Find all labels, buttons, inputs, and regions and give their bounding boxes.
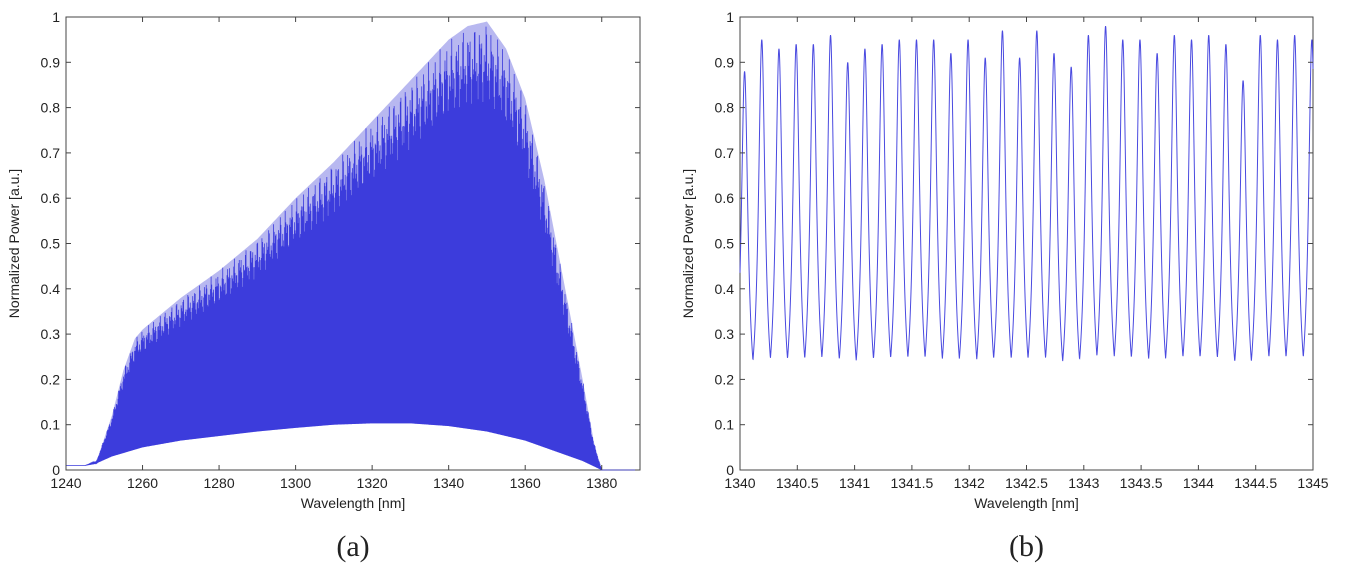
y-tick-label: 0.2 bbox=[715, 371, 735, 387]
y-tick-label: 0 bbox=[726, 462, 734, 478]
x-tick-label: 1280 bbox=[203, 475, 234, 491]
y-tick-label: 0.4 bbox=[715, 281, 735, 297]
x-tick-label: 1360 bbox=[510, 475, 541, 491]
y-tick-label: 0.5 bbox=[715, 236, 735, 252]
x-tick-label: 1300 bbox=[280, 475, 311, 491]
y-tick-label: 0.8 bbox=[41, 100, 61, 116]
y-tick-label: 0.1 bbox=[715, 417, 735, 433]
x-axis-label-b: Wavelength [nm] bbox=[974, 495, 1079, 511]
x-tick-label: 1345 bbox=[1297, 475, 1328, 491]
x-tick-label: 1342.5 bbox=[1005, 475, 1048, 491]
plot-frame-b bbox=[739, 16, 1314, 471]
y-tick-label: 0.5 bbox=[41, 236, 61, 252]
spectrum-trace-a bbox=[66, 26, 640, 471]
panel-label-a: (a) bbox=[336, 530, 369, 563]
y-tick-label: 0.2 bbox=[41, 371, 61, 387]
y-tick-label: 1 bbox=[726, 9, 734, 25]
x-tick-label: 1380 bbox=[586, 475, 617, 491]
x-tick-label: 1260 bbox=[127, 475, 158, 491]
y-tick-label: 0.6 bbox=[41, 190, 61, 206]
y-tick-label: 0.3 bbox=[715, 326, 735, 342]
y-tick-label: 0.1 bbox=[41, 417, 61, 433]
chart-panel-b: 1340 1340.5 1341 1341.5 1342 1342.5 1343 1343.5… bbox=[680, 9, 1329, 563]
x-tick-label: 1343.5 bbox=[1120, 475, 1163, 491]
x-tick-label: 1341.5 bbox=[890, 475, 933, 491]
x-tick-label: 1240 bbox=[50, 475, 81, 491]
y-tick-label: 0.3 bbox=[41, 326, 61, 342]
y-tick-label: 0.9 bbox=[41, 54, 61, 70]
y-tick-label: 0.7 bbox=[41, 145, 61, 161]
x-tick-label: 1340 bbox=[724, 475, 755, 491]
y-tick-label: 0 bbox=[52, 462, 60, 478]
x-tick-label: 1343 bbox=[1068, 475, 1099, 491]
y-tick-label: 0.9 bbox=[715, 54, 735, 70]
axis-ticks-b: 1340 1340.5 1341 1341.5 1342 1342.5 1343 1343.5… bbox=[715, 9, 1329, 491]
x-axis-label-a: Wavelength [nm] bbox=[301, 495, 406, 511]
axis-ticks-a: 1240 1260 1280 1300 1320 1340 1360 1380 0 0.1 0.2 0… bbox=[41, 9, 640, 491]
spectrum-trace-b bbox=[739, 25, 1314, 362]
x-tick-label: 1341 bbox=[839, 475, 870, 491]
y-tick-label: 0.6 bbox=[715, 190, 735, 206]
x-tick-label: 1344 bbox=[1183, 475, 1214, 491]
chart-panel-a: 1240 1260 1280 1300 1320 1340 1360 1380 0 0.1 0.2 0… bbox=[6, 9, 641, 563]
y-tick-label: 1 bbox=[52, 9, 60, 25]
y-tick-label: 0.8 bbox=[715, 100, 735, 116]
y-tick-label: 0.4 bbox=[41, 281, 61, 297]
x-tick-label: 1340 bbox=[433, 475, 464, 491]
x-tick-label: 1342 bbox=[954, 475, 985, 491]
y-tick-label: 0.7 bbox=[715, 145, 735, 161]
x-tick-label: 1340.5 bbox=[776, 475, 819, 491]
y-axis-label-b: Normalized Power [a.u.] bbox=[680, 169, 696, 318]
panel-label-b: (b) bbox=[1009, 530, 1044, 563]
x-tick-label: 1320 bbox=[357, 475, 388, 491]
x-tick-label: 1344.5 bbox=[1234, 475, 1277, 491]
y-axis-label-a: Normalized Power [a.u.] bbox=[6, 169, 22, 318]
